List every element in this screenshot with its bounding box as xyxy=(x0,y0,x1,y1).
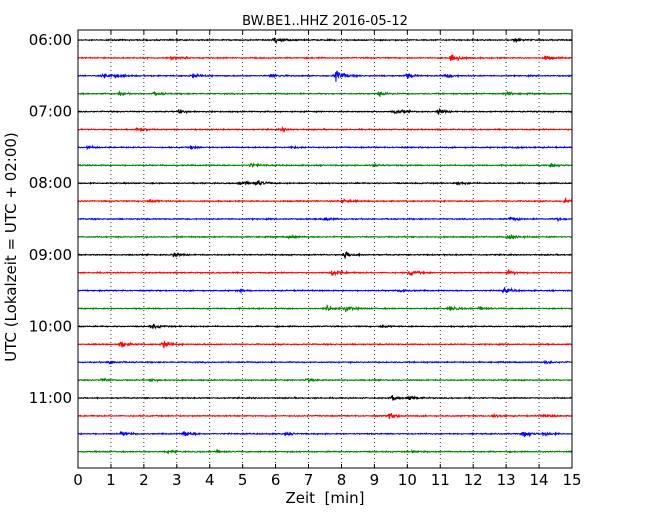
trace-0730 xyxy=(77,144,573,151)
x-tick-label: 4 xyxy=(205,471,215,489)
trace-0700 xyxy=(77,107,573,116)
trace-0615 xyxy=(77,54,573,62)
trace-1015 xyxy=(77,340,573,349)
x-tick-label: 11 xyxy=(431,471,450,489)
trace-layer xyxy=(77,36,573,455)
trace-0645 xyxy=(77,90,573,97)
trace-1100 xyxy=(77,394,573,401)
trace-0830 xyxy=(77,216,573,223)
x-tick-label: 15 xyxy=(562,471,581,489)
x-tick-label: 1 xyxy=(106,471,116,489)
plot-area-frame xyxy=(77,29,573,469)
x-tick-label: 9 xyxy=(370,471,380,489)
trace-0745 xyxy=(77,162,573,168)
x-tick-label: 6 xyxy=(271,471,281,489)
trace-0900 xyxy=(77,251,573,259)
vertical-grid xyxy=(110,30,540,468)
trace-0845 xyxy=(77,233,573,240)
trace-0930 xyxy=(77,286,573,295)
x-tick-label: 7 xyxy=(304,471,314,489)
y-axis-label: UTC (Lokalzeit = UTC + 02:00) xyxy=(2,132,20,362)
trace-0800 xyxy=(77,180,573,187)
x-tick-label: 13 xyxy=(497,471,516,489)
y-tick-label: 08:00 xyxy=(29,174,72,192)
x-tick-label: 5 xyxy=(238,471,248,489)
x-tick-label: 10 xyxy=(398,471,417,489)
x-tick-label: 2 xyxy=(139,471,149,489)
x-axis-label: Zeit [min] xyxy=(285,489,364,507)
trace-0945 xyxy=(77,303,573,313)
trace-0600 xyxy=(77,36,573,45)
chart-title: BW.BE1..HHZ 2016-05-12 xyxy=(242,14,408,29)
trace-1045 xyxy=(77,376,573,384)
trace-0630 xyxy=(77,70,573,82)
y-tick-label: 10:00 xyxy=(29,317,72,335)
x-tick-label: 14 xyxy=(530,471,549,489)
x-tick-label: 8 xyxy=(337,471,347,489)
trace-1145 xyxy=(77,448,573,455)
trace-1000 xyxy=(77,323,573,330)
trace-1030 xyxy=(77,359,573,365)
axis-ticks: 0 1 2 3 4 5 6 7 8 9 10 11 12 13 14 1506:0007:0008:0009:… xyxy=(29,30,582,489)
y-tick-label: 09:00 xyxy=(29,246,72,264)
trace-0715 xyxy=(77,125,573,133)
y-tick-label: 06:00 xyxy=(29,31,72,49)
x-tick-label: 3 xyxy=(172,471,182,489)
trace-1115 xyxy=(77,412,573,420)
y-tick-label: 07:00 xyxy=(29,103,72,121)
trace-0815 xyxy=(77,196,573,205)
y-tick-label: 11:00 xyxy=(29,389,72,407)
x-tick-label: 0 xyxy=(73,471,83,489)
trace-1130 xyxy=(77,430,573,438)
trace-0915 xyxy=(77,269,573,277)
x-tick-label: 12 xyxy=(464,471,483,489)
